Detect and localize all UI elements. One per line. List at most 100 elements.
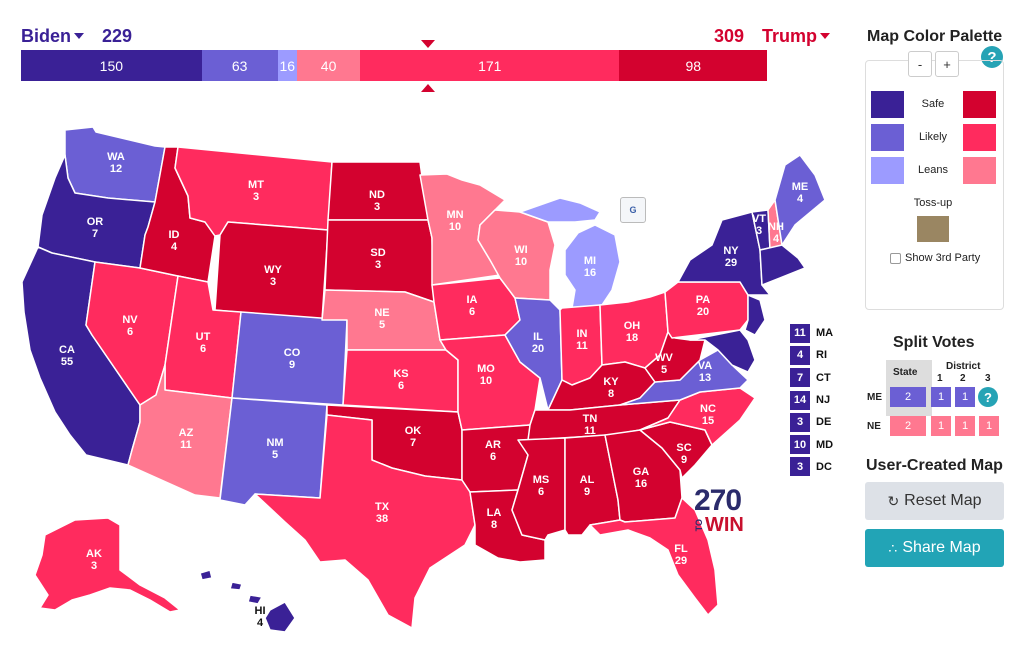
state-abbr-label: ME xyxy=(792,181,809,193)
small-state-ev[interactable]: 4 xyxy=(790,345,810,365)
state-mi[interactable] xyxy=(564,224,621,309)
small-state-row[interactable]: 11 MA xyxy=(790,322,833,344)
share-map-button[interactable]: ∴ Share Map xyxy=(865,529,1004,567)
small-state-row[interactable]: 3 DE xyxy=(790,411,833,433)
small-state-row[interactable]: 3 DC xyxy=(790,456,833,478)
swatch-rep-safe[interactable] xyxy=(963,91,996,118)
trump-header[interactable]: 309 Trump xyxy=(714,25,834,47)
state-ev-label: 18 xyxy=(626,332,638,344)
small-state-row[interactable]: 4 RI xyxy=(790,344,833,366)
small-state-ev[interactable]: 14 xyxy=(790,390,810,410)
state-hi-islands[interactable] xyxy=(199,569,263,605)
state-ev-label: 4 xyxy=(797,193,804,205)
swatch-dem-safe[interactable] xyxy=(871,91,904,118)
state-ev-label: 4 xyxy=(171,241,178,253)
dem-candidate-name[interactable]: Biden xyxy=(21,26,72,46)
state-hi[interactable] xyxy=(264,601,296,633)
state-ev-label: 6 xyxy=(398,380,404,392)
split-me-d2[interactable]: 1 xyxy=(955,387,975,407)
state-md-de[interactable] xyxy=(689,329,756,373)
small-state-abbr: DC xyxy=(816,460,832,473)
show-third-party-toggle[interactable]: Show 3rd Party xyxy=(890,252,980,264)
small-state-abbr: CT xyxy=(816,371,831,384)
state-fl[interactable] xyxy=(589,497,719,616)
state-abbr-label: WV xyxy=(655,352,673,364)
state-abbr-label: CO xyxy=(284,347,301,359)
split-ne-d3[interactable]: 1 xyxy=(979,416,999,436)
state-ma-ct-ri[interactable] xyxy=(759,244,806,286)
state-abbr-label: VA xyxy=(698,360,713,372)
swatch-tossup[interactable] xyxy=(917,216,949,242)
reset-map-button[interactable]: ↻ Reset Map xyxy=(865,482,1004,520)
small-state-ev[interactable]: 3 xyxy=(790,457,810,477)
state-abbr-label: TX xyxy=(375,501,390,513)
tally-seg-dem-safe: 150 xyxy=(21,50,202,81)
small-state-ev[interactable]: 7 xyxy=(790,368,810,388)
state-abbr-label: NC xyxy=(700,403,716,415)
zoom-out-button[interactable]: - xyxy=(908,51,932,77)
state-abbr-label: GA xyxy=(633,466,650,478)
user-map-title: User-Created Map xyxy=(866,457,1003,474)
small-state-row[interactable]: 14 NJ xyxy=(790,389,833,411)
logo-win: WIN xyxy=(705,514,744,536)
state-abbr-label: MI xyxy=(584,255,596,267)
zoom-in-button[interactable]: + xyxy=(935,51,959,77)
state-ev-label: 20 xyxy=(532,343,544,355)
third-party-checkbox[interactable] xyxy=(890,252,901,264)
state-ev-label: 16 xyxy=(635,478,647,490)
small-state-ev[interactable]: 11 xyxy=(790,323,810,343)
likely-label: Likely xyxy=(918,131,948,143)
split-ne-d2[interactable]: 1 xyxy=(955,416,975,436)
split-help-icon[interactable]: ? xyxy=(978,387,998,407)
legend-toggle-icon[interactable]: G xyxy=(620,197,646,223)
split-district-header: District xyxy=(946,361,981,372)
state-me[interactable] xyxy=(774,154,826,246)
state-ak[interactable] xyxy=(34,517,181,613)
split-me-state[interactable]: 2 xyxy=(890,387,926,407)
state-mi-upper[interactable] xyxy=(519,197,601,223)
state-ev-label: 29 xyxy=(675,555,687,567)
state-abbr-label: OK xyxy=(405,425,422,437)
state-ev-label: 7 xyxy=(410,437,416,449)
state-ev-label: 3 xyxy=(253,191,259,203)
small-state-row[interactable]: 10 MD xyxy=(790,433,833,455)
state-tx[interactable] xyxy=(254,414,476,629)
small-state-row[interactable]: 7 CT xyxy=(790,367,833,389)
tally-seg-rep-safe: 98 xyxy=(619,50,768,81)
chevron-down-icon[interactable] xyxy=(820,32,830,39)
270-marker-bottom-icon xyxy=(421,84,435,92)
state-ev-label: 4 xyxy=(773,233,780,245)
state-ev-label: 55 xyxy=(61,356,73,368)
state-abbr-label: WI xyxy=(514,244,527,256)
small-state-ev[interactable]: 3 xyxy=(790,412,810,432)
swatch-dem-leans[interactable] xyxy=(871,157,904,184)
palette-help-icon[interactable]: ? xyxy=(981,46,1003,68)
state-ev-label: 6 xyxy=(200,343,206,355)
state-labels: WA12OR7CA55NV6ID4MT3WY3UT6AZ11CO9NM5ND3S… xyxy=(59,151,808,629)
biden-header[interactable]: Biden 229 xyxy=(21,25,132,47)
state-ev-label: 15 xyxy=(702,415,714,427)
split-ne-d1[interactable]: 1 xyxy=(931,416,951,436)
small-state-ev[interactable]: 10 xyxy=(790,435,810,455)
state-ev-label: 4 xyxy=(257,617,264,629)
swatch-dem-likely[interactable] xyxy=(871,124,904,151)
split-me-label: ME xyxy=(867,392,882,403)
small-state-abbr: DE xyxy=(816,416,832,429)
swatch-rep-leans[interactable] xyxy=(963,157,996,184)
state-wi[interactable] xyxy=(477,209,556,301)
state-nj[interactable] xyxy=(744,294,766,336)
rep-candidate-name[interactable]: Trump xyxy=(761,26,817,46)
state-abbr-label: OH xyxy=(624,320,641,332)
swatch-rep-likely[interactable] xyxy=(963,124,996,151)
state-abbr-label: MS xyxy=(533,474,550,486)
chevron-down-icon[interactable] xyxy=(74,32,85,39)
split-ne-state[interactable]: 2 xyxy=(890,416,926,436)
tally-seg-dem-likely: 63 xyxy=(201,50,278,81)
leans-label: Leans xyxy=(918,164,948,176)
state-ev-label: 20 xyxy=(697,306,709,318)
split-district-1: 1 xyxy=(937,373,943,384)
state-ev-label: 3 xyxy=(375,259,381,271)
split-me-d1[interactable]: 1 xyxy=(931,387,951,407)
tally-seg-rep-likely: 171 xyxy=(360,50,620,81)
state-abbr-label: LA xyxy=(487,507,502,519)
